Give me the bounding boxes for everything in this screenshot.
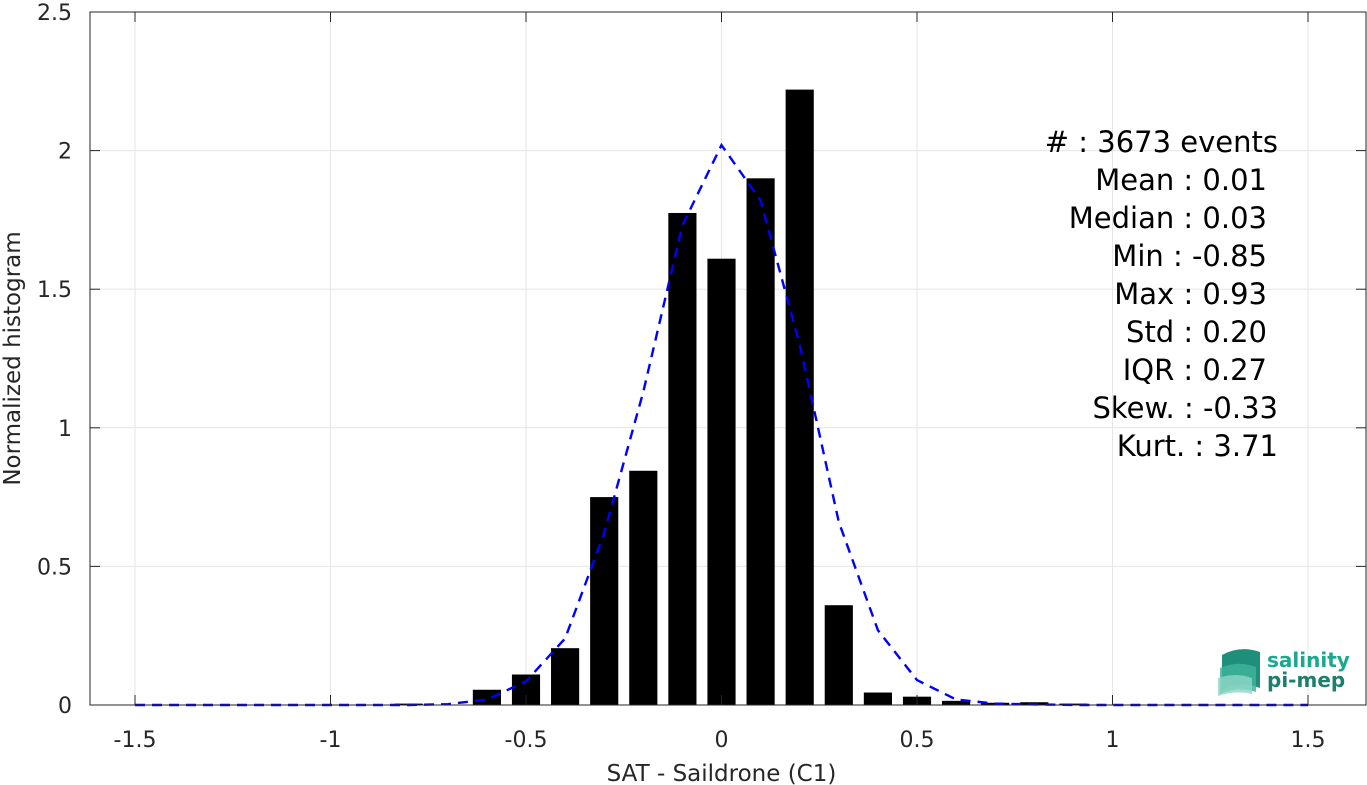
y-tick-label: 2: [58, 140, 72, 165]
histogram-bar: [1059, 703, 1088, 705]
histogram-bar: [551, 648, 580, 705]
histogram-bar: [824, 605, 853, 705]
y-axis-label: Normalized histogram: [0, 231, 26, 485]
stat-median: Median : 0.03: [1069, 201, 1267, 235]
plot-frame: [89, 11, 1367, 706]
x-tick-label: -0.5: [505, 728, 548, 753]
x-tick-label: -1: [320, 728, 342, 753]
stat-std: Std : 0.20: [1126, 315, 1267, 349]
histogram-bar: [942, 700, 971, 705]
stat-mean: Mean : 0.01: [1095, 163, 1267, 197]
logo-waves-icon: [1218, 649, 1260, 696]
y-tick-label: 1: [58, 417, 72, 442]
stat-kurt: Kurt. : 3.71: [1117, 429, 1278, 463]
logo-line2: pi-mep: [1267, 668, 1345, 692]
x-axis-ticks: -1.5 -1 -0.5 0 0.5 1 1.5: [114, 12, 1326, 753]
histogram-bar: [746, 178, 775, 705]
statistics-box: # : 3673 events Mean : 0.01 Median : 0.0…: [1045, 125, 1278, 463]
histogram-bars: [394, 89, 1088, 706]
histogram-bar: [629, 470, 658, 705]
y-tick-label: 1.5: [37, 278, 72, 303]
y-tick-label: 0: [58, 694, 72, 719]
stat-events: # : 3673 events: [1045, 125, 1278, 159]
x-tick-label: 1: [1106, 728, 1120, 753]
salinity-pi-mep-logo: salinity pi-mep: [1218, 648, 1350, 696]
histogram-bar: [863, 692, 892, 705]
x-tick-label: 0: [715, 728, 729, 753]
stat-skew: Skew. : -0.33: [1092, 391, 1278, 425]
y-tick-label: 0.5: [37, 555, 72, 580]
histogram-bar: [785, 89, 814, 706]
y-tick-label: 2.5: [37, 1, 72, 26]
x-tick-label: 1.5: [1291, 728, 1326, 753]
x-axis-label: SAT - Saildrone (C1): [607, 761, 837, 785]
y-axis-ticks: 0 0.5 1 1.5 2 2.5: [37, 1, 1366, 719]
stat-iqr: IQR : 0.27: [1123, 353, 1267, 387]
histogram-bar: [590, 497, 619, 705]
stat-max: Max : 0.93: [1114, 277, 1267, 311]
histogram-bar: [668, 212, 697, 705]
histogram-bar: [472, 689, 501, 705]
logo-line1: salinity: [1267, 648, 1350, 672]
stat-min: Min : -0.85: [1112, 239, 1267, 273]
x-tick-label: -1.5: [114, 728, 157, 753]
histogram-bar: [707, 258, 736, 705]
x-tick-label: 0.5: [900, 728, 935, 753]
